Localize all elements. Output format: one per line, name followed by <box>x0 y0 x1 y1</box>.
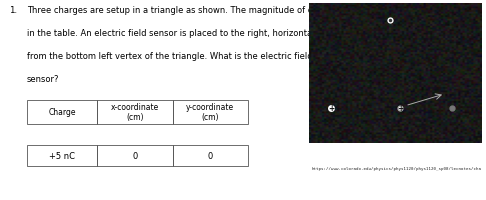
Text: +5 nC: +5 nC <box>49 151 75 160</box>
Text: +: + <box>328 104 334 113</box>
Text: y-coordinate
(cm): y-coordinate (cm) <box>186 102 234 122</box>
Text: 0: 0 <box>132 151 138 160</box>
Text: https://www.colorado.edu/physics/phys1120/phys1120_sp08/lecnotes/charges_and_fie: https://www.colorado.edu/physics/phys112… <box>312 166 486 170</box>
Text: x-coordinate
(cm): x-coordinate (cm) <box>111 102 159 122</box>
Text: sensor?: sensor? <box>27 75 59 84</box>
Text: Charge: Charge <box>48 108 76 117</box>
Text: 0: 0 <box>208 151 213 160</box>
Text: from the bottom left vertex of the triangle. What is the electric field vector a: from the bottom left vertex of the trian… <box>27 52 420 61</box>
Text: +: + <box>397 104 403 113</box>
Text: in the table. An electric field sensor is placed to the right, horizontally, of : in the table. An electric field sensor i… <box>27 29 420 38</box>
Text: 1.: 1. <box>9 6 17 15</box>
Text: Three charges are setup in a triangle as shown. The magnitude of charge and posi: Three charges are setup in a triangle as… <box>27 6 438 15</box>
